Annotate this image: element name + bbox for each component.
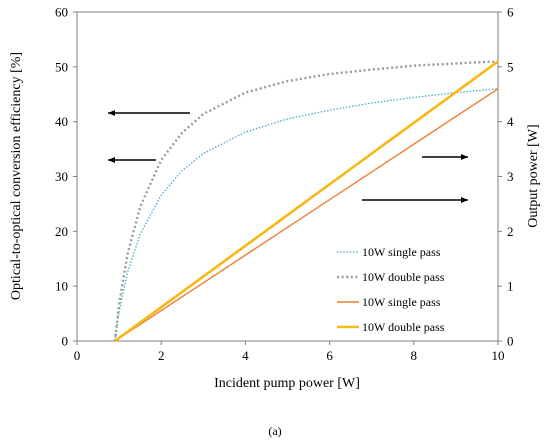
y-left-tick-label: 40 (55, 114, 68, 129)
y-right-tick-label: 0 (507, 334, 514, 349)
y-right-tick-label: 2 (507, 224, 514, 239)
series-line-1 (113, 60, 499, 342)
y-left-axis-ticks: 0 10 20 30 40 50 60 (55, 5, 77, 349)
legend-label: 10W double pass (362, 270, 445, 284)
series-layer (113, 60, 499, 343)
y-left-tick-label: 50 (55, 59, 68, 74)
series-line-3 (114, 60, 499, 343)
plot-border (76, 11, 499, 342)
y-right-tick-label: 4 (507, 114, 514, 129)
y-right-tick-label: 3 (507, 169, 514, 184)
y-right-tick-label: 5 (507, 59, 514, 74)
y-left-axis-title: Optical-to-optical conversion efficiency… (9, 52, 24, 300)
y-left-tick-label: 10 (55, 279, 68, 294)
y-right-tick-label: 6 (507, 5, 514, 20)
y-right-axis-ticks: 0 1 2 3 4 5 6 (498, 5, 514, 349)
y-left-tick-label: 0 (62, 334, 69, 349)
legend-label: 10W single pass (362, 295, 441, 309)
x-tick-label: 10 (492, 348, 505, 363)
y-left-tick-label: 20 (55, 224, 68, 239)
series-line-2 (114, 88, 499, 342)
legend-label: 10W single pass (362, 245, 441, 259)
x-tick-label: 0 (74, 348, 81, 363)
plot-area (76, 11, 499, 342)
x-axis-title: Incident pump power [W] (214, 376, 360, 391)
y-right-tick-label: 1 (507, 279, 514, 294)
legend-label: 10W double pass (362, 320, 445, 334)
x-tick-label: 8 (411, 348, 418, 363)
x-axis-ticks: 0 2 4 6 8 10 (74, 341, 505, 363)
legend: 10W single pass 10W double pass 10W single… (337, 245, 445, 334)
series-line-0 (114, 88, 499, 342)
y-left-tick-label: 60 (55, 5, 68, 20)
x-tick-label: 4 (242, 348, 249, 363)
y-right-axis-title: Output power [W] (526, 124, 541, 227)
figure-caption: (a) (268, 424, 282, 438)
x-tick-label: 6 (326, 348, 333, 363)
x-tick-label: 2 (158, 348, 165, 363)
annotation-arrows (108, 110, 468, 203)
y-left-tick-label: 30 (55, 169, 68, 184)
